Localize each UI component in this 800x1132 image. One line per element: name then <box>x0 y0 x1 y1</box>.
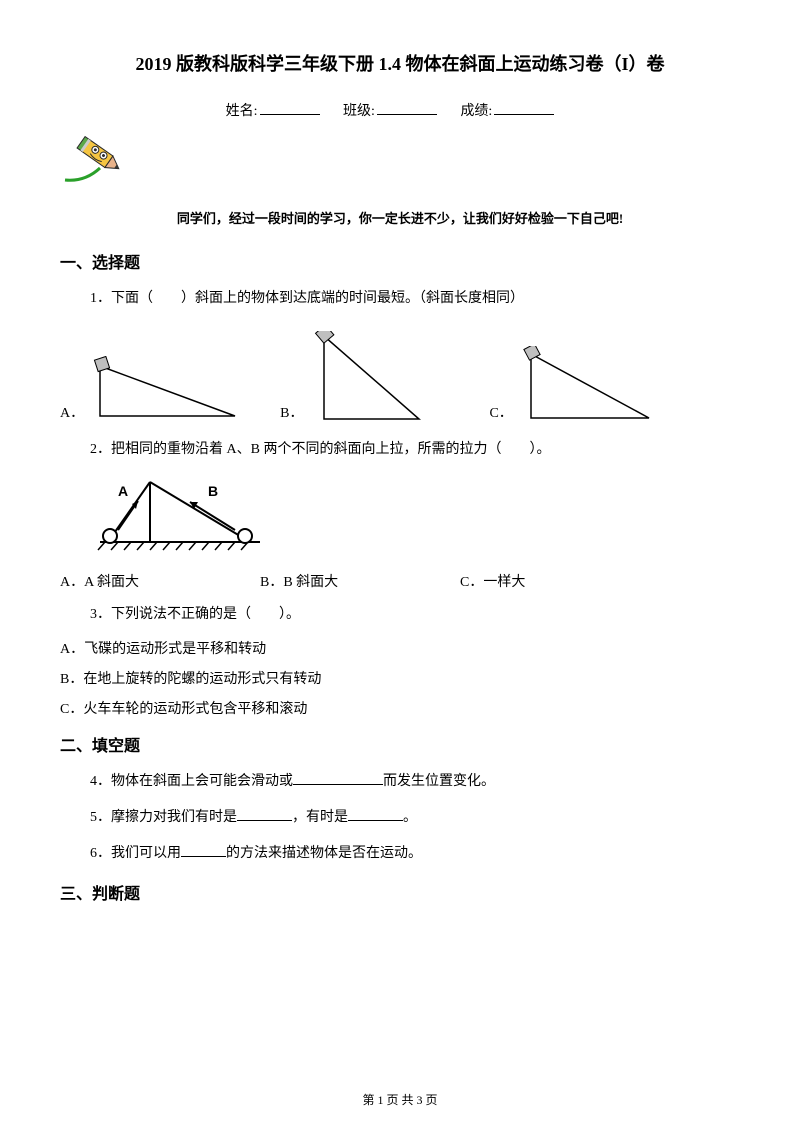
motivation-text: 同学们，经过一段时间的学习，你一定长进不少，让我们好好检验一下自己吧! <box>60 208 740 227</box>
name-blank <box>260 114 320 115</box>
q5-blank-1 <box>237 820 292 821</box>
svg-text:A: A <box>118 483 128 499</box>
q1-option-b-label: B． <box>280 402 303 422</box>
q2-option-a: A．A 斜面大 <box>60 571 260 591</box>
page-title: 2019 版教科版科学三年级下册 1.4 物体在斜面上运动练习卷（I）卷 <box>60 50 740 76</box>
q2-diagram: A B <box>90 474 740 559</box>
class-label: 班级: <box>343 104 375 119</box>
q1-option-c-label: C． <box>489 402 512 422</box>
q3-option-c: C．火车车轮的运动形式包含平移和滚动 <box>60 698 740 718</box>
inclines-ab-icon: A B <box>90 474 270 554</box>
q1-option-a-label: A． <box>60 402 84 422</box>
q5-post: 。 <box>403 810 417 825</box>
q5-mid: ，有时是 <box>292 810 348 825</box>
q3-option-b: B．在地上旋转的陀螺的运动形式只有转动 <box>60 668 740 688</box>
question-4: 4．物体在斜面上会可能会滑动或 而发生位置变化。 <box>90 770 740 794</box>
pencil-decoration <box>60 130 740 190</box>
q2-option-b: B．B 斜面大 <box>260 571 460 591</box>
svg-text:B: B <box>208 483 218 499</box>
score-label: 成绩: <box>460 104 492 119</box>
q2-option-c: C．一样大 <box>460 571 525 591</box>
q1-diagrams: A． B． C． <box>60 331 740 426</box>
section-choice: 一、选择题 <box>60 249 740 273</box>
triangle-a-icon <box>90 356 240 426</box>
triangle-b-icon <box>309 331 429 426</box>
q4-blank <box>293 784 383 785</box>
pencil-icon <box>60 130 130 190</box>
question-6: 6．我们可以用 的方法来描述物体是否在运动。 <box>90 842 740 866</box>
class-blank <box>377 114 437 115</box>
name-label: 姓名: <box>226 104 258 119</box>
q3-option-a: A．飞碟的运动形式是平移和转动 <box>60 638 740 658</box>
q6-post: 的方法来描述物体是否在运动。 <box>226 846 422 861</box>
q2-options: A．A 斜面大 B．B 斜面大 C．一样大 <box>60 571 740 591</box>
section-judge: 三、判断题 <box>60 880 740 904</box>
q4-post: 而发生位置变化。 <box>383 774 495 789</box>
q6-pre: 6．我们可以用 <box>90 846 181 861</box>
q4-pre: 4．物体在斜面上会可能会滑动或 <box>90 774 293 789</box>
q5-blank-2 <box>348 820 403 821</box>
score-blank <box>494 114 554 115</box>
question-3: 3．下列说法不正确的是（ ）。 <box>90 603 740 627</box>
section-fill: 二、填空题 <box>60 732 740 756</box>
triangle-c-icon <box>519 346 659 426</box>
question-1: 1．下面（ ）斜面上的物体到达底端的时间最短。（斜面长度相同） <box>90 287 740 311</box>
q5-pre: 5．摩擦力对我们有时是 <box>90 810 237 825</box>
page-footer: 第 1 页 共 3 页 <box>0 1091 800 1108</box>
question-2: 2．把相同的重物沿着 A、B 两个不同的斜面向上拉，所需的拉力（ ）。 <box>90 438 740 462</box>
question-5: 5．摩擦力对我们有时是 ，有时是 。 <box>90 806 740 830</box>
q6-blank <box>181 856 226 857</box>
info-row: 姓名: 班级: 成绩: <box>60 100 740 120</box>
